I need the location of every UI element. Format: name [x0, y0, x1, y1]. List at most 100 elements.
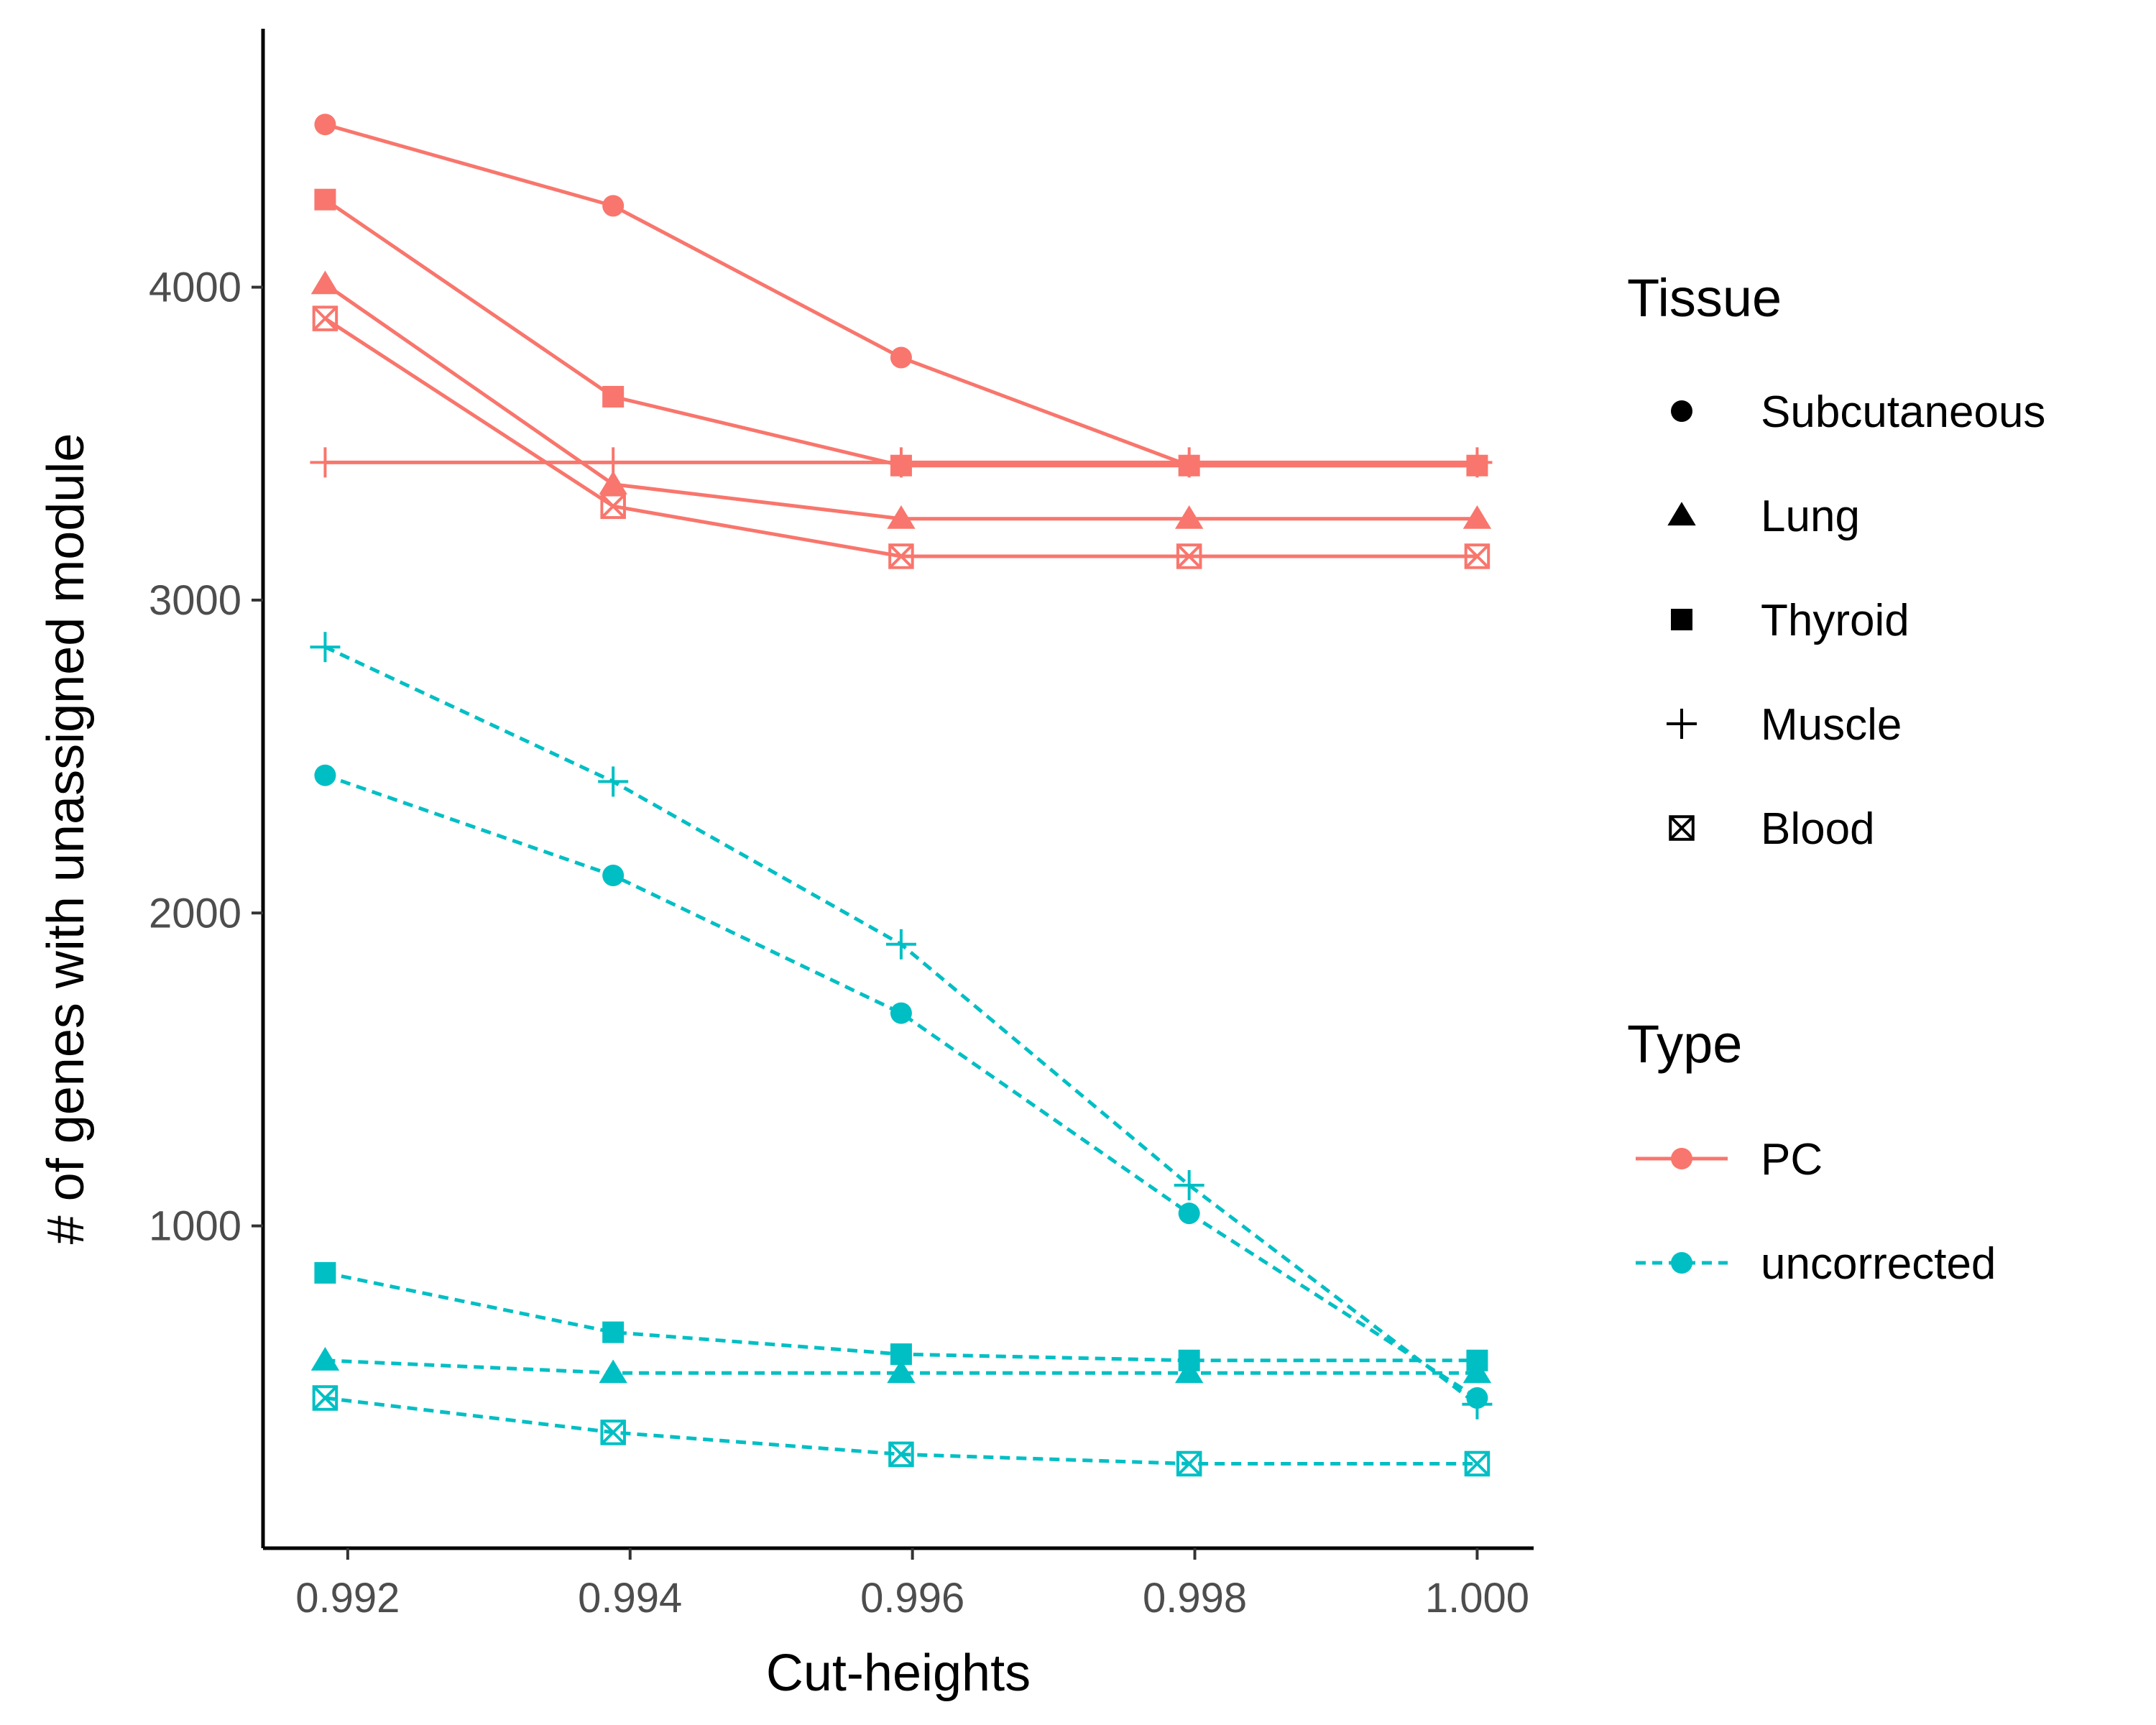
- data-point-pc-subcutaneous-2-shape: [890, 346, 912, 369]
- legend-label-lung: Lung: [1761, 492, 1860, 541]
- data-point-uncorrected-lung-3-shape: [1174, 1359, 1204, 1384]
- legend: Tissue Subcutaneous Lung Thyroid Muscle Blood…: [1627, 268, 2045, 1289]
- data-point-pc-lung-0: [310, 270, 340, 295]
- legend-label-blood: Blood: [1761, 804, 1875, 854]
- data-point-pc-thyroid-1-shape: [602, 385, 625, 408]
- series-line-pc-thyroid: [323, 198, 1478, 468]
- data-point-pc-lung-4-shape: [1462, 505, 1492, 529]
- data-point-pc-blood-0: [312, 305, 338, 331]
- data-point-uncorrected-blood-4-diag2: [1465, 1451, 1490, 1476]
- x-tick-label: 0.998: [1143, 1575, 1247, 1622]
- data-point-uncorrected-blood-1: [600, 1420, 626, 1445]
- series-pc-thyroid: [314, 188, 1488, 477]
- data-point-pc-muscle-4: [1462, 447, 1493, 478]
- data-point-uncorrected-lung-0-shape: [310, 1347, 340, 1371]
- data-point-uncorrected-blood-4: [1464, 1450, 1491, 1477]
- y-tick-label: 4000: [149, 264, 241, 311]
- data-point-uncorrected-subcutaneous-4-shape: [1466, 1387, 1488, 1409]
- data-point-uncorrected-blood-3: [1176, 1450, 1202, 1477]
- x-tick-label: 0.996: [860, 1575, 964, 1622]
- legend-label-thyroid: Thyroid: [1761, 596, 1909, 645]
- data-point-pc-lung-1: [599, 471, 627, 494]
- data-point-uncorrected-subcutaneous-1-shape: [602, 865, 625, 887]
- data-point-uncorrected-subcutaneous-4: [1466, 1387, 1488, 1409]
- data-point-pc-lung-3: [1174, 505, 1204, 529]
- data-point-uncorrected-blood-0: [312, 1385, 338, 1411]
- legend-label-muscle: Muscle: [1761, 700, 1902, 750]
- data-point-pc-blood-2-diag2: [888, 543, 914, 569]
- legend-key-subcutaneous: [1671, 400, 1692, 422]
- data-point-uncorrected-blood-2-box: [888, 1441, 914, 1468]
- data-point-uncorrected-subcutaneous-0: [314, 764, 336, 786]
- x-axis-title: Cut-heights: [766, 1644, 1031, 1702]
- data-point-uncorrected-thyroid-0: [314, 1261, 336, 1284]
- data-point-pc-blood-4-diag2: [1465, 543, 1490, 569]
- data-point-uncorrected-thyroid-1: [602, 1321, 625, 1343]
- series-pc-muscle: [310, 447, 1493, 478]
- data-point-pc-blood-3: [1176, 543, 1202, 569]
- data-point-uncorrected-lung-4: [1462, 1359, 1492, 1384]
- data-point-pc-muscle-2: [885, 447, 916, 478]
- data-point-uncorrected-blood-0-box: [312, 1385, 338, 1411]
- data-point-pc-blood-2-box: [888, 543, 914, 569]
- data-point-uncorrected-thyroid-0-shape: [314, 1261, 336, 1284]
- plot-series: [310, 114, 1493, 1477]
- legend-label-uncorrected: uncorrected: [1761, 1239, 1996, 1289]
- data-point-pc-blood-4: [1464, 543, 1491, 569]
- series-uncorrected-muscle: [310, 632, 1493, 1420]
- x-tick-label: 1.000: [1425, 1575, 1529, 1622]
- data-point-pc-lung-3-shape: [1174, 505, 1204, 529]
- data-point-uncorrected-subcutaneous-3-shape: [1178, 1202, 1200, 1225]
- data-point-uncorrected-muscle-0: [310, 632, 341, 663]
- data-point-pc-blood-0-box: [312, 305, 338, 331]
- data-point-pc-subcutaneous-0-shape: [314, 114, 336, 136]
- data-point-uncorrected-lung-2: [887, 1359, 916, 1384]
- series-pc-lung: [310, 270, 1492, 529]
- data-point-pc-thyroid-0: [314, 188, 336, 211]
- series-line-uncorrected-lung: [325, 1358, 1478, 1375]
- x-tick-label: 0.994: [578, 1575, 682, 1622]
- data-point-pc-subcutaneous-2: [890, 346, 912, 369]
- legend-title-tissue: Tissue: [1627, 268, 1782, 328]
- series-uncorrected-blood: [312, 1385, 1491, 1477]
- data-point-uncorrected-blood-3-box: [1176, 1450, 1202, 1477]
- data-point-uncorrected-lung-0: [310, 1347, 340, 1371]
- data-point-pc-subcutaneous-0: [314, 114, 336, 136]
- data-point-uncorrected-blood-2: [888, 1441, 914, 1468]
- legend-key-uncorrected: [1671, 1252, 1692, 1274]
- data-point-uncorrected-blood-1-diag2: [601, 1420, 626, 1445]
- series-uncorrected-subcutaneous: [314, 764, 1488, 1409]
- x-tick-label: 0.992: [295, 1575, 400, 1622]
- data-point-uncorrected-blood-0-diag2: [313, 1385, 338, 1411]
- data-point-pc-lung-2-shape: [887, 505, 916, 529]
- legend-key-blood-diag2: [1669, 815, 1695, 841]
- y-tick-label: 2000: [149, 890, 241, 937]
- data-point-uncorrected-muscle-1: [598, 766, 629, 797]
- data-point-pc-muscle-0: [310, 447, 341, 478]
- data-point-uncorrected-subcutaneous-2-shape: [890, 1002, 912, 1024]
- data-point-pc-muscle-3: [1174, 447, 1204, 478]
- data-point-uncorrected-muscle-3: [1174, 1170, 1204, 1201]
- axes: 0.992 0.994 0.996 0.998 1.000 1000 2000 3000 400…: [149, 29, 1534, 1622]
- legend-label-pc: PC: [1761, 1135, 1823, 1184]
- data-point-pc-blood-1: [600, 493, 626, 520]
- legend-key-lung: [1667, 502, 1696, 526]
- data-point-pc-blood-3-box: [1176, 543, 1202, 569]
- data-point-pc-blood-3-diag2: [1176, 543, 1202, 569]
- data-point-pc-blood-0-diag2: [313, 305, 338, 331]
- legend-key-thyroid-shape: [1671, 609, 1692, 630]
- y-tick-label: 1000: [149, 1203, 241, 1250]
- data-point-uncorrected-blood-4-box: [1464, 1450, 1491, 1477]
- legend-key-blood-box: [1669, 815, 1695, 841]
- legend-key-uncorrected-shape: [1671, 1252, 1692, 1274]
- data-point-uncorrected-blood-1-box: [600, 1420, 626, 1445]
- data-point-pc-lung-1-shape: [599, 471, 627, 494]
- data-point-uncorrected-subcutaneous-2: [890, 1002, 912, 1024]
- legend-key-muscle: [1667, 709, 1697, 739]
- data-point-uncorrected-subcutaneous-1: [602, 865, 625, 887]
- legend-key-thyroid: [1671, 609, 1692, 630]
- series-uncorrected-lung: [310, 1347, 1492, 1384]
- legend-key-pc: [1671, 1148, 1692, 1169]
- legend-label-subcutaneous: Subcutaneous: [1761, 387, 2045, 437]
- data-point-pc-thyroid-0-shape: [314, 188, 336, 211]
